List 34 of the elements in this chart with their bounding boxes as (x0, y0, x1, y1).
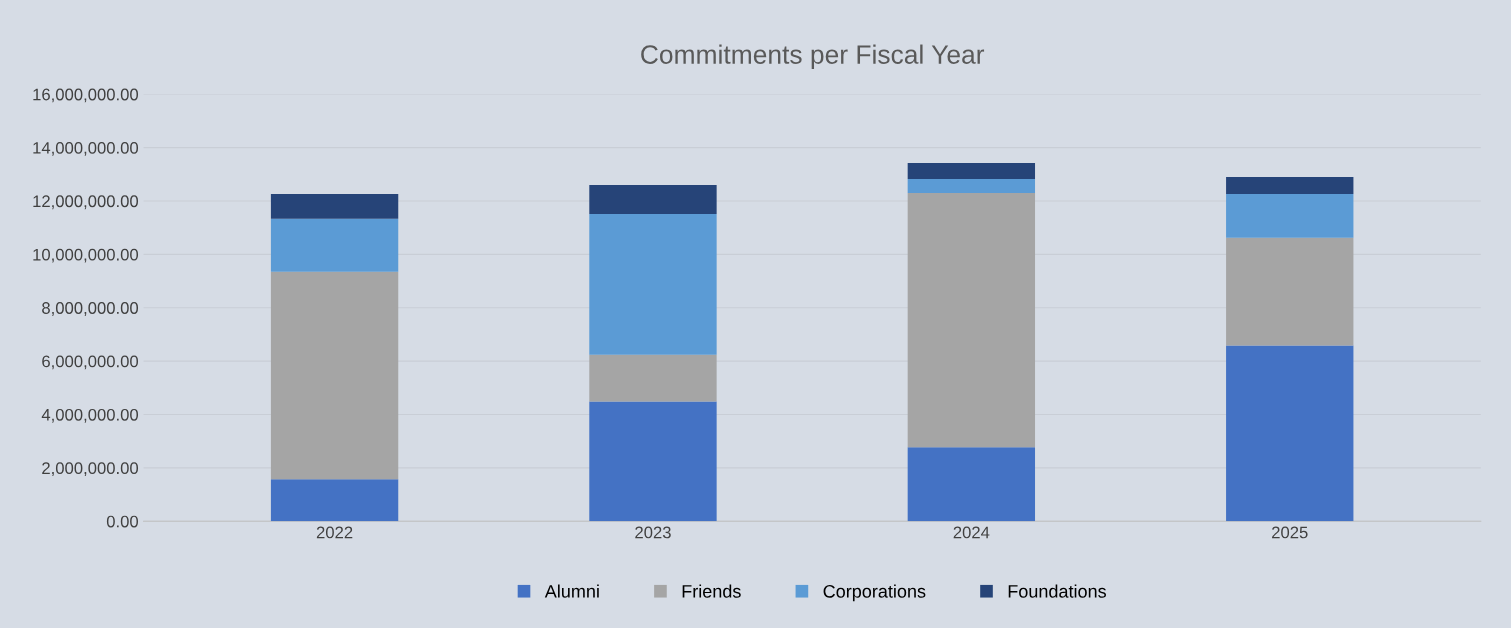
y-tick-label: 10,000,000.00 (33, 248, 139, 263)
bar (1226, 345, 1354, 522)
bar (589, 184, 717, 215)
chart-title: Commitments per Fiscal Year (641, 44, 985, 70)
y-tick-label: 2,000,000.00 (42, 462, 139, 477)
legend-label: Friends (682, 584, 741, 598)
x-tick-label: 2024 (953, 526, 990, 539)
bar (1226, 176, 1354, 195)
x-tick-label: 2022 (316, 526, 353, 539)
bar (270, 218, 399, 272)
y-tick-label: 12,000,000.00 (33, 195, 139, 210)
bar (270, 271, 399, 480)
bar (589, 214, 717, 355)
bar (907, 192, 1036, 448)
x-tick-label: 2023 (635, 526, 671, 539)
bar (1226, 194, 1354, 238)
bar (1226, 237, 1354, 346)
legend-label: Corporations (823, 584, 926, 602)
legend-label: Foundations (1008, 584, 1106, 598)
bar (589, 354, 717, 402)
bar (270, 479, 399, 522)
y-tick-label: 14,000,000.00 (33, 141, 139, 156)
bar (907, 179, 1036, 193)
bar (907, 447, 1036, 522)
y-tick-label: 8,000,000.00 (42, 302, 139, 316)
y-tick-label: 6,000,000.00 (42, 355, 139, 370)
legend-label: Alumni (544, 584, 599, 598)
bar (589, 401, 717, 522)
x-tick-label: 2025 (1272, 526, 1308, 539)
y-tick-label: 16,000,000.00 (33, 88, 139, 103)
y-tick-label: 4,000,000.00 (41, 408, 139, 423)
y-tick-label: 0.00 (106, 515, 139, 528)
bar (270, 194, 399, 219)
bar (907, 163, 1036, 180)
